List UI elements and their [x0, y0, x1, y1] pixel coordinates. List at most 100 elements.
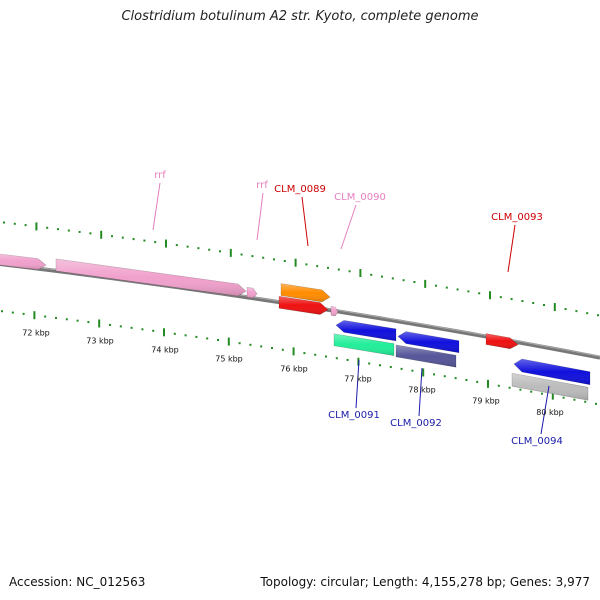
minor-tick [173, 332, 176, 335]
minor-tick [456, 288, 459, 291]
minor-tick [541, 392, 543, 395]
genome-title: Clostridium botulinum A2 str. Kyoto, com… [121, 9, 479, 24]
minor-tick [111, 235, 113, 238]
minor-tick [249, 343, 252, 346]
reverse-tick-track [1, 310, 597, 405]
scale-tick-label: 74 kbp [151, 345, 179, 354]
minor-tick [184, 334, 187, 337]
rrf-gene-arrow-gloss [0, 254, 46, 270]
clm-0091-label[interactable]: CLM_0091 [328, 410, 380, 421]
minor-tick [11, 311, 14, 314]
rrf-small-arrow-gloss [247, 287, 257, 299]
scale-tick-label: 72 kbp [22, 328, 50, 337]
minor-tick [238, 342, 241, 345]
minor-tick [584, 400, 587, 403]
minor-tick [55, 316, 57, 319]
major-tick [98, 319, 101, 328]
minor-tick [327, 266, 329, 269]
rrf-1-label[interactable]: rrf [154, 170, 166, 181]
major-tick [422, 368, 425, 377]
major-tick [487, 379, 489, 388]
minor-tick [303, 352, 306, 355]
clm-0094-box-gloss [512, 373, 588, 401]
minor-tick [273, 258, 275, 261]
minor-tick [413, 281, 416, 284]
minor-tick [154, 241, 157, 244]
clm-0091-box-gloss [334, 333, 394, 356]
major-tick [553, 303, 556, 312]
clm-0092-blue-arrow-gloss [398, 331, 459, 353]
clm-0090-arrow-gloss [331, 306, 338, 316]
major-tick [35, 222, 38, 231]
major-tick [165, 239, 167, 248]
gene-labels: rrf rrf CLM_0089 CLM_0090 CLM_0093 CLM_0091 CL… [154, 170, 563, 447]
clm-0089-label[interactable]: CLM_0089 [274, 184, 326, 195]
major-tick [359, 269, 362, 278]
minor-tick [195, 335, 198, 338]
minor-tick [521, 300, 524, 303]
minor-tick [337, 268, 340, 271]
genome-summary-text: Topology: circular; Length: 4,155,278 bp… [260, 575, 590, 589]
minor-tick [478, 292, 481, 295]
minor-tick [445, 286, 448, 289]
minor-tick [391, 277, 394, 280]
minor-tick [109, 323, 111, 326]
minor-tick [595, 402, 597, 405]
minor-tick [251, 255, 254, 258]
major-tick [424, 279, 427, 288]
minor-tick [3, 221, 5, 224]
minor-tick [510, 298, 513, 301]
minor-tick [219, 250, 221, 253]
minor-tick [87, 321, 90, 324]
major-tick [33, 311, 36, 320]
minor-tick [379, 364, 381, 367]
minor-tick [305, 263, 308, 266]
rrf-2-leader [256, 192, 264, 241]
label-leaders [152, 182, 550, 435]
minor-tick [562, 396, 565, 399]
feature-track [0, 253, 591, 401]
minor-tick [411, 369, 414, 372]
minor-tick [381, 275, 383, 278]
minor-tick [281, 348, 284, 351]
clm-0093-leader [507, 224, 516, 273]
clm-0090-label[interactable]: CLM_0090 [334, 192, 386, 203]
minor-tick [443, 375, 446, 378]
minor-tick [465, 379, 468, 382]
major-tick [229, 248, 232, 257]
minor-tick [143, 239, 146, 242]
scale-tick-label: 76 kbp [280, 364, 308, 373]
minor-tick [335, 357, 338, 360]
minor-tick [519, 388, 522, 391]
clm-0092-label[interactable]: CLM_0092 [390, 418, 442, 429]
clm-0093-arrow-gloss [486, 333, 518, 349]
minor-tick [119, 325, 122, 328]
scale-tick-label: 78 kbp [408, 385, 436, 394]
minor-tick [260, 345, 263, 348]
clm-0094-label[interactable]: CLM_0094 [511, 436, 563, 447]
minor-tick [57, 228, 59, 231]
minor-tick [197, 247, 200, 250]
minor-tick [530, 390, 533, 393]
minor-tick [217, 339, 219, 342]
major-tick [489, 291, 491, 300]
clm-0093-label[interactable]: CLM_0093 [491, 212, 543, 223]
scale-tick-label: 79 kbp [472, 396, 500, 405]
major-tick [292, 347, 295, 356]
clm-0094-blue-arrow-gloss [514, 359, 590, 385]
rrf-2-label[interactable]: rrf [256, 180, 268, 191]
minor-tick [1, 310, 3, 313]
major-tick [294, 258, 297, 267]
minor-tick [597, 314, 599, 317]
clm-0092-leader [418, 367, 423, 417]
minor-tick [314, 353, 317, 356]
forward-tick-track [3, 221, 599, 317]
minor-tick [283, 260, 286, 263]
major-tick [163, 328, 165, 337]
minor-tick [435, 284, 437, 287]
minor-tick [46, 226, 49, 229]
clm-0090-leader [340, 204, 357, 250]
minor-tick [586, 312, 589, 315]
scale-tick-label: 80 kbp [536, 408, 564, 417]
